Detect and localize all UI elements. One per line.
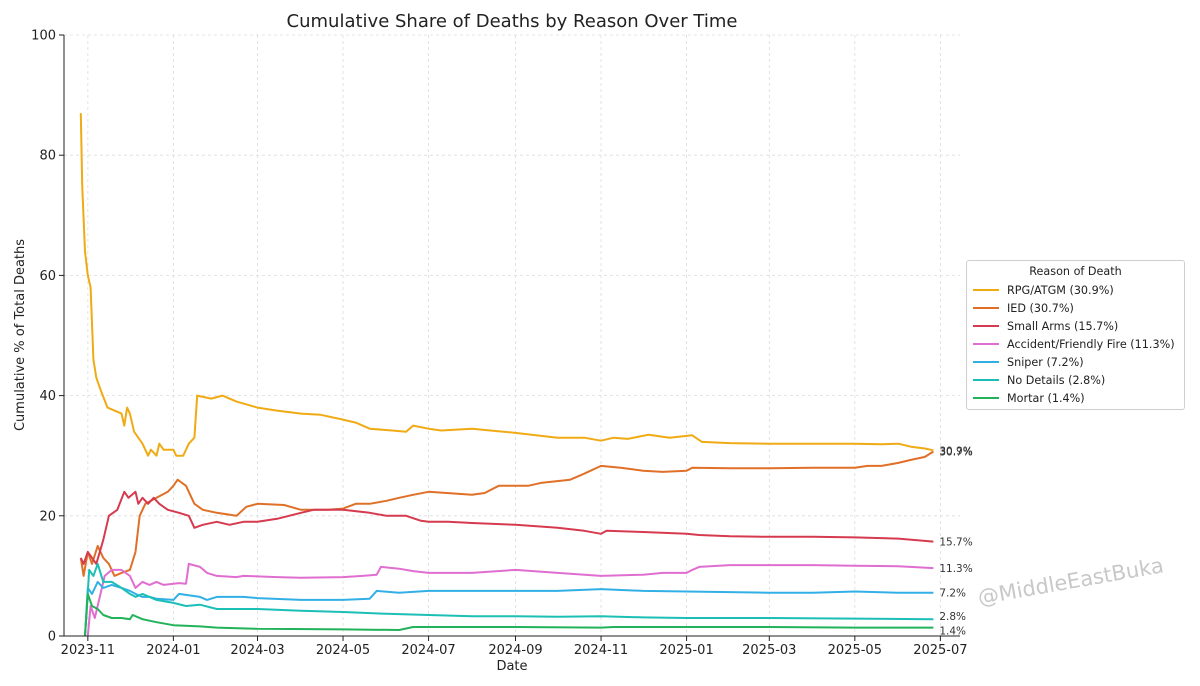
x-axis-label: Date xyxy=(496,659,527,674)
series-end-label: 30.7% xyxy=(939,446,972,458)
legend-item: No Details (2.8%) xyxy=(973,371,1178,389)
y-tick-label: 40 xyxy=(39,389,56,404)
legend-label: No Details (2.8%) xyxy=(1007,373,1106,387)
series-end-label: 15.7% xyxy=(939,537,972,549)
x-tick-label: 2024-07 xyxy=(401,643,455,658)
series-end-label: 2.8% xyxy=(939,611,966,623)
legend-item: RPG/ATGM (30.9%) xyxy=(973,281,1178,299)
series-line xyxy=(79,113,934,457)
y-tick-label: 20 xyxy=(39,509,56,524)
series-line xyxy=(86,562,934,637)
y-tick-label: 80 xyxy=(39,149,56,164)
legend-label: IED (30.7%) xyxy=(1007,301,1074,315)
legend-label: Accident/Friendly Fire (11.3%) xyxy=(1007,337,1175,351)
series-line xyxy=(79,450,934,577)
legend-item: Mortar (1.4%) xyxy=(973,389,1178,407)
series-end-label: 7.2% xyxy=(939,588,966,600)
grid xyxy=(64,34,960,637)
legend-swatch xyxy=(973,325,999,327)
legend-item: IED (30.7%) xyxy=(973,299,1178,317)
legend-swatch xyxy=(973,289,999,291)
series-line xyxy=(79,490,934,565)
legend-title: Reason of Death xyxy=(1029,265,1122,278)
legend-label: Sniper (7.2%) xyxy=(1007,355,1084,369)
legend-swatch xyxy=(973,361,999,363)
legend-label: Small Arms (15.7%) xyxy=(1007,319,1119,333)
legend-item: Small Arms (15.7%) xyxy=(973,317,1178,335)
legend-swatch xyxy=(973,307,999,309)
x-tick-label: 2024-03 xyxy=(230,643,284,658)
legend-label: Mortar (1.4%) xyxy=(1007,391,1085,405)
legend-swatch xyxy=(973,379,999,381)
x-tick-label: 2024-01 xyxy=(146,643,200,658)
series-layer xyxy=(79,113,934,637)
x-tick-label: 2025-01 xyxy=(659,643,713,658)
legend-item: Sniper (7.2%) xyxy=(973,353,1178,371)
y-tick-label: 60 xyxy=(39,269,56,284)
legend-swatch xyxy=(973,397,999,399)
series-end-label: 11.3% xyxy=(939,563,972,575)
y-tick-label: 100 xyxy=(31,29,56,44)
legend: Reason of Death RPG/ATGM (30.9%) IED (30.… xyxy=(966,260,1185,410)
legend-item: Accident/Friendly Fire (11.3%) xyxy=(973,335,1178,353)
legend-items: RPG/ATGM (30.9%) IED (30.7%) Small Arms (1… xyxy=(973,281,1178,407)
y-axis-label: Cumulative % of Total Deaths xyxy=(13,239,28,431)
x-tick-label: 2024-05 xyxy=(316,643,370,658)
chart-title: Cumulative Share of Deaths by Reason Ove… xyxy=(287,11,738,32)
series-line xyxy=(84,592,934,637)
y-tick-label: 0 xyxy=(48,630,56,645)
series-line xyxy=(84,562,934,637)
series-end-label: 1.4% xyxy=(939,626,966,638)
legend-label: RPG/ATGM (30.9%) xyxy=(1007,283,1114,297)
x-tick-label: 2025-07 xyxy=(913,643,967,658)
x-tick-label: 2024-09 xyxy=(488,643,542,658)
x-tick-label: 2023-11 xyxy=(61,643,115,658)
end-labels: 30.9%30.7% 15.7% 11.3% 7.2% 2.8% 1.4% xyxy=(939,445,972,637)
x-tick-label: 2025-05 xyxy=(828,643,882,658)
series-end-label: 30.9% xyxy=(939,445,972,457)
x-tick-label: 2025-03 xyxy=(742,643,796,658)
legend-swatch xyxy=(973,343,999,345)
axes: 0 20 40 60 80 100 2023-11 2024-01 2024-03 2024-05… xyxy=(31,29,967,659)
x-tick-label: 2024-11 xyxy=(574,643,628,658)
